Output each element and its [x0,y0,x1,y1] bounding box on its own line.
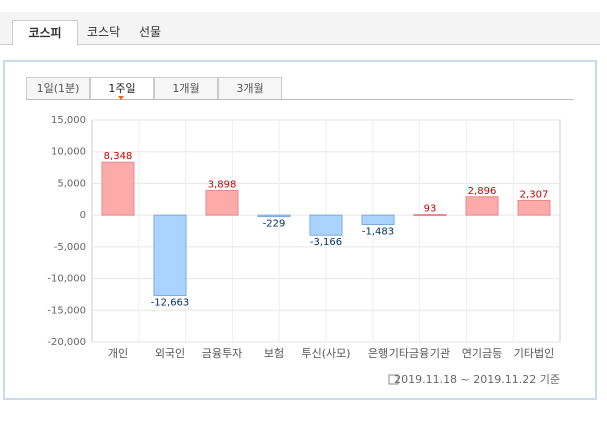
subtab[interactable]: 1일(1분) [26,77,90,100]
bar [361,214,395,226]
bar [101,161,135,216]
bar [205,189,239,216]
active-caret [118,96,124,100]
subtab[interactable]: 3개월 [218,77,282,100]
x-tick-label: 기타법인 [514,347,554,360]
tab[interactable]: 선물 [139,25,162,39]
value-label: 8,348 [104,151,133,162]
y-tick-label: -5,000 [54,242,86,253]
bar [309,214,343,236]
bar [517,200,551,216]
y-tick-label: -20,000 [47,337,86,348]
value-label: 93 [424,204,437,215]
bar [413,214,447,217]
y-tick-label: 15,000 [51,115,86,126]
x-tick-label: 개인 [108,347,128,360]
x-tick-label: 외국인 [155,347,185,360]
value-label: 3,898 [208,179,237,190]
x-tick-label: 은행 [368,347,388,360]
x-tick-label: 금융투자 [202,347,242,360]
tab[interactable]: 코스피 [12,20,78,46]
y-tick-label: -15,000 [47,305,86,316]
calendar-icon [388,374,399,385]
x-tick-label: 연기금등 [462,347,502,360]
tab[interactable]: 코스닥 [87,25,121,39]
bar [465,196,499,216]
x-tick-label: 보험 [264,347,284,360]
value-label: -1,483 [362,227,394,238]
bar [257,214,291,218]
subtab[interactable]: 1개월 [154,77,218,100]
x-tick-label: 기타금융 [389,347,429,360]
value-label: -12,663 [151,297,190,308]
subtab[interactable]: 1주일 [90,77,154,100]
x-tick-label: 투신(사모) [301,347,350,360]
panel [3,60,597,400]
tab-bar [0,12,600,45]
value-label: 2,307 [520,190,549,201]
x-tick-label: 기관 [430,347,450,360]
value-label: -3,166 [310,237,342,248]
y-tick-label: 0 [80,210,86,221]
bar [153,214,187,296]
value-label: -229 [263,219,286,230]
divider [26,99,574,100]
date-range: 2019.11.18 ~ 2019.11.22 기준 [394,373,560,386]
value-label: 2,896 [468,186,497,197]
y-tick-label: 10,000 [51,147,86,158]
y-tick-label: 5,000 [57,178,86,189]
y-tick-label: -10,000 [47,274,86,285]
